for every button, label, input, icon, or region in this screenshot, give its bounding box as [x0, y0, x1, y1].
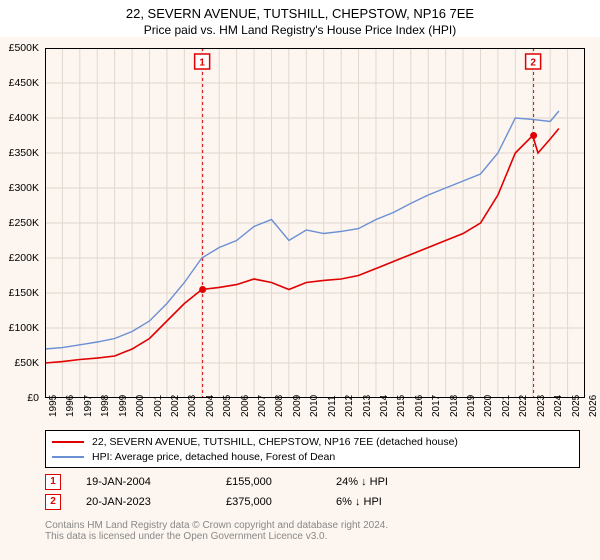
y-tick-label: £50K [14, 357, 39, 369]
x-tick-label: 2003 [187, 395, 198, 417]
marker-diff: 6% ↓ HPI [336, 496, 446, 508]
x-tick-label: 2025 [571, 395, 582, 417]
x-tick-label: 2021 [501, 395, 512, 417]
legend-label-1: 22, SEVERN AVENUE, TUTSHILL, CHEPSTOW, N… [92, 436, 458, 448]
legend-swatch-1 [52, 441, 84, 443]
y-tick-label: £200K [9, 252, 39, 264]
x-axis-labels: 1995199619971998199920002001200220032004… [45, 400, 585, 428]
y-tick-label: £250K [9, 217, 39, 229]
marker-number-icon: 1 [45, 474, 61, 490]
x-tick-label: 1995 [48, 395, 59, 417]
footnote-line: Contains HM Land Registry data © Crown c… [45, 520, 388, 531]
marker-number-icon: 2 [45, 494, 61, 510]
y-tick-label: £150K [9, 287, 39, 299]
x-tick-label: 2022 [518, 395, 529, 417]
legend: 22, SEVERN AVENUE, TUTSHILL, CHEPSTOW, N… [45, 430, 580, 468]
x-tick-label: 2004 [205, 395, 216, 417]
marker-date: 20-JAN-2023 [86, 496, 226, 508]
marker-table: 1 19-JAN-2004 £155,000 24% ↓ HPI 2 20-JA… [45, 470, 580, 514]
svg-text:2: 2 [530, 58, 536, 69]
price-chart: 12 [45, 48, 585, 398]
svg-text:1: 1 [199, 58, 205, 69]
x-tick-label: 1999 [118, 395, 129, 417]
x-tick-label: 2009 [292, 395, 303, 417]
marker-price: £375,000 [226, 496, 336, 508]
footnote-line: This data is licensed under the Open Gov… [45, 531, 388, 542]
x-tick-label: 2024 [553, 395, 564, 417]
x-tick-label: 2012 [344, 395, 355, 417]
x-tick-label: 2013 [362, 395, 373, 417]
y-tick-label: £450K [9, 77, 39, 89]
y-axis-labels: £0£50K£100K£150K£200K£250K£300K£350K£400… [0, 48, 42, 398]
y-tick-label: £100K [9, 322, 39, 334]
x-tick-label: 1998 [100, 395, 111, 417]
marker-diff: 24% ↓ HPI [336, 476, 446, 488]
y-tick-label: £350K [9, 147, 39, 159]
x-tick-label: 2018 [449, 395, 460, 417]
page-subtitle: Price paid vs. HM Land Registry's House … [0, 23, 600, 37]
x-tick-label: 2008 [274, 395, 285, 417]
page-title: 22, SEVERN AVENUE, TUTSHILL, CHEPSTOW, N… [0, 6, 600, 21]
x-tick-label: 2017 [431, 395, 442, 417]
x-tick-label: 2002 [170, 395, 181, 417]
x-tick-label: 2006 [240, 395, 251, 417]
x-tick-label: 2016 [414, 395, 425, 417]
y-tick-label: £300K [9, 182, 39, 194]
x-tick-label: 2010 [309, 395, 320, 417]
legend-swatch-2 [52, 456, 84, 458]
x-tick-label: 2015 [396, 395, 407, 417]
y-tick-label: £400K [9, 112, 39, 124]
legend-label-2: HPI: Average price, detached house, Fore… [92, 451, 335, 463]
y-tick-label: £0 [27, 392, 39, 404]
x-tick-label: 2011 [327, 395, 338, 417]
footnote: Contains HM Land Registry data © Crown c… [45, 520, 388, 542]
x-tick-label: 2001 [153, 395, 164, 417]
marker-date: 19-JAN-2004 [86, 476, 226, 488]
x-tick-label: 2023 [536, 395, 547, 417]
x-tick-label: 2020 [483, 395, 494, 417]
x-tick-label: 1996 [65, 395, 76, 417]
y-tick-label: £500K [9, 42, 39, 54]
x-tick-label: 2026 [588, 395, 599, 417]
x-tick-label: 2019 [466, 395, 477, 417]
marker-row: 2 20-JAN-2023 £375,000 6% ↓ HPI [45, 494, 580, 510]
x-tick-label: 2005 [222, 395, 233, 417]
x-tick-label: 1997 [83, 395, 94, 417]
x-tick-label: 2000 [135, 395, 146, 417]
marker-price: £155,000 [226, 476, 336, 488]
x-tick-label: 2007 [257, 395, 268, 417]
marker-row: 1 19-JAN-2004 £155,000 24% ↓ HPI [45, 474, 580, 490]
x-tick-label: 2014 [379, 395, 390, 417]
